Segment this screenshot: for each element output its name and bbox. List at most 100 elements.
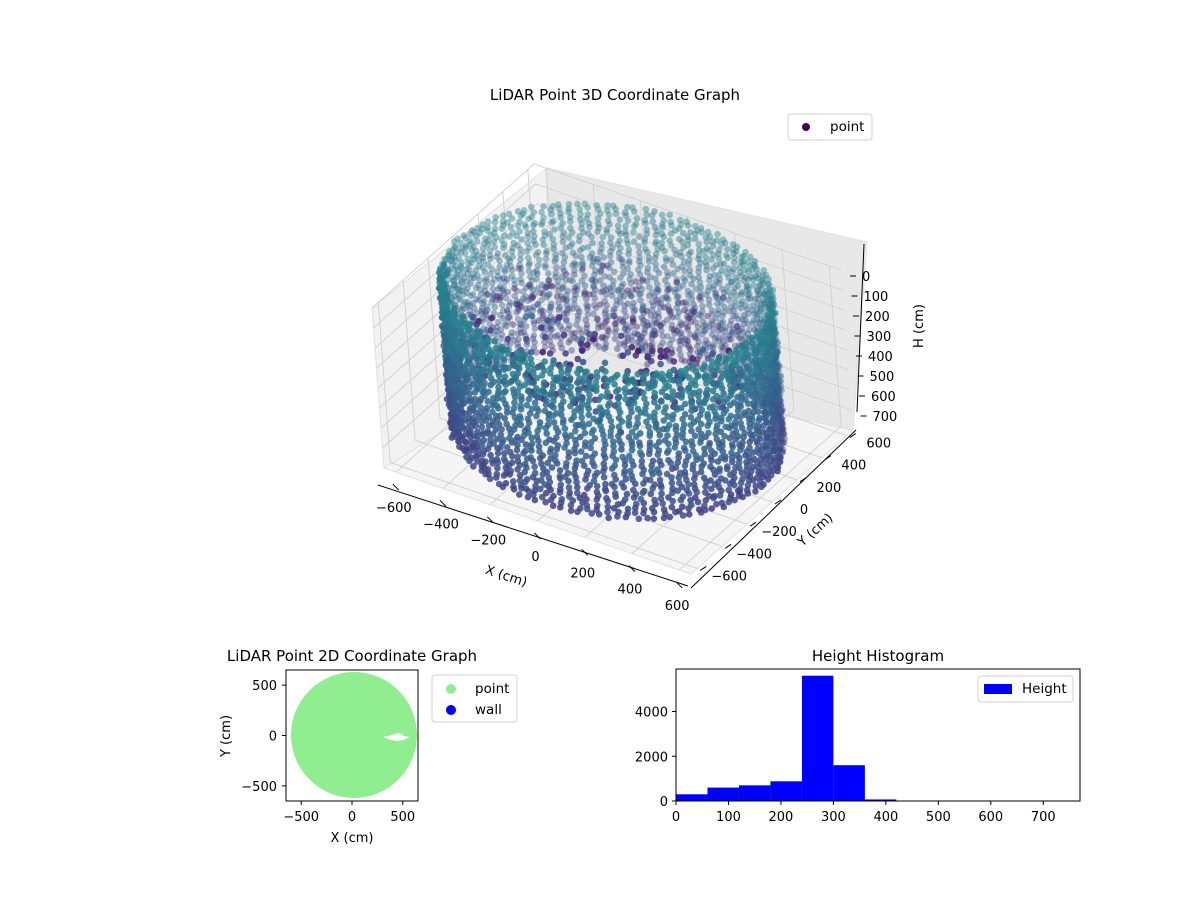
point-3d xyxy=(543,283,550,291)
point-3d xyxy=(774,339,781,346)
point-3d xyxy=(578,329,585,337)
point-3d xyxy=(725,274,732,282)
point-3d xyxy=(729,241,737,248)
point-3d xyxy=(713,500,720,508)
point-3d xyxy=(748,266,756,274)
point-3d xyxy=(761,408,768,416)
point-3d xyxy=(614,240,621,248)
point-3d xyxy=(636,282,643,290)
point-3d xyxy=(480,437,488,444)
point-3d xyxy=(621,496,629,503)
point-3d xyxy=(530,269,538,277)
point-3d xyxy=(509,253,516,260)
point-3d xyxy=(759,277,767,284)
point-3d xyxy=(727,412,735,420)
point-3d xyxy=(727,321,734,329)
point-3d xyxy=(450,238,458,245)
point-3d xyxy=(569,262,576,269)
point-3d xyxy=(765,425,773,433)
point-3d xyxy=(688,427,695,435)
point-3d xyxy=(598,333,606,341)
point-3d xyxy=(497,353,505,360)
point-3d xyxy=(523,341,531,349)
point-3d xyxy=(523,335,530,343)
point-3d xyxy=(702,395,710,403)
point-3d xyxy=(726,307,733,315)
point-3d xyxy=(543,397,550,404)
point-3d xyxy=(767,294,774,301)
point-3d xyxy=(488,314,495,322)
point-3d xyxy=(524,239,531,247)
point-3d xyxy=(768,438,775,446)
point-3d xyxy=(681,267,688,275)
point-3d xyxy=(533,433,541,440)
point-3d xyxy=(553,264,560,271)
point-3d xyxy=(518,436,525,444)
point-3d xyxy=(714,322,722,330)
point-3d xyxy=(497,326,505,333)
point-3d xyxy=(455,295,463,303)
point-3d xyxy=(590,282,597,289)
point-3d xyxy=(457,405,465,413)
point-3d xyxy=(581,288,589,295)
point-3d xyxy=(726,480,734,488)
point-3d xyxy=(448,261,456,269)
point-3d xyxy=(704,386,711,394)
histogram-bar xyxy=(738,785,771,801)
point-3d xyxy=(517,303,525,311)
point-3d xyxy=(607,288,615,295)
point-3d xyxy=(493,470,501,478)
point-3d xyxy=(702,371,710,379)
point-3d xyxy=(456,386,463,393)
point-3d xyxy=(515,265,523,272)
point-3d xyxy=(483,291,491,299)
point-3d xyxy=(545,323,553,331)
point-3d xyxy=(717,475,725,482)
point-3d xyxy=(697,296,704,304)
point-3d xyxy=(718,299,725,307)
point-3d xyxy=(778,407,786,415)
y-tick-3d xyxy=(699,566,707,571)
point-3d xyxy=(697,292,705,300)
point-3d xyxy=(716,465,723,473)
point-3d xyxy=(622,231,630,239)
x-tick-3d xyxy=(392,483,400,491)
point-3d xyxy=(615,423,623,431)
point-3d xyxy=(719,344,727,351)
point-3d xyxy=(695,264,703,271)
point-3d xyxy=(712,430,719,438)
point-3d xyxy=(703,291,710,299)
point-3d xyxy=(621,302,628,310)
point-3d xyxy=(629,204,636,211)
point-3d xyxy=(448,257,456,264)
point-3d xyxy=(583,321,591,329)
point-3d xyxy=(571,284,579,292)
point-3d xyxy=(493,234,500,241)
point-3d xyxy=(582,316,589,324)
point-3d xyxy=(446,347,454,355)
point-3d xyxy=(635,249,643,256)
point-3d xyxy=(677,367,685,375)
point-3d xyxy=(749,358,756,366)
point-3d xyxy=(554,442,562,449)
point-3d xyxy=(728,303,735,310)
point-3d xyxy=(633,323,641,331)
point-3d xyxy=(642,245,649,253)
point-3d xyxy=(464,302,472,310)
point-3d xyxy=(727,278,735,286)
point-3d xyxy=(533,349,540,356)
point-3d xyxy=(712,291,719,299)
point-3d xyxy=(535,317,542,325)
point-3d xyxy=(667,242,675,249)
point-3d xyxy=(743,286,751,294)
point-3d xyxy=(571,470,578,477)
point-3d xyxy=(530,303,538,311)
point-3d xyxy=(530,379,537,387)
point-3d xyxy=(700,460,707,467)
histogram-bar xyxy=(801,675,834,801)
point-3d xyxy=(739,316,746,323)
point-3d xyxy=(702,489,709,496)
point-3d xyxy=(610,268,618,276)
point-3d xyxy=(661,248,668,255)
point-3d xyxy=(568,330,576,338)
